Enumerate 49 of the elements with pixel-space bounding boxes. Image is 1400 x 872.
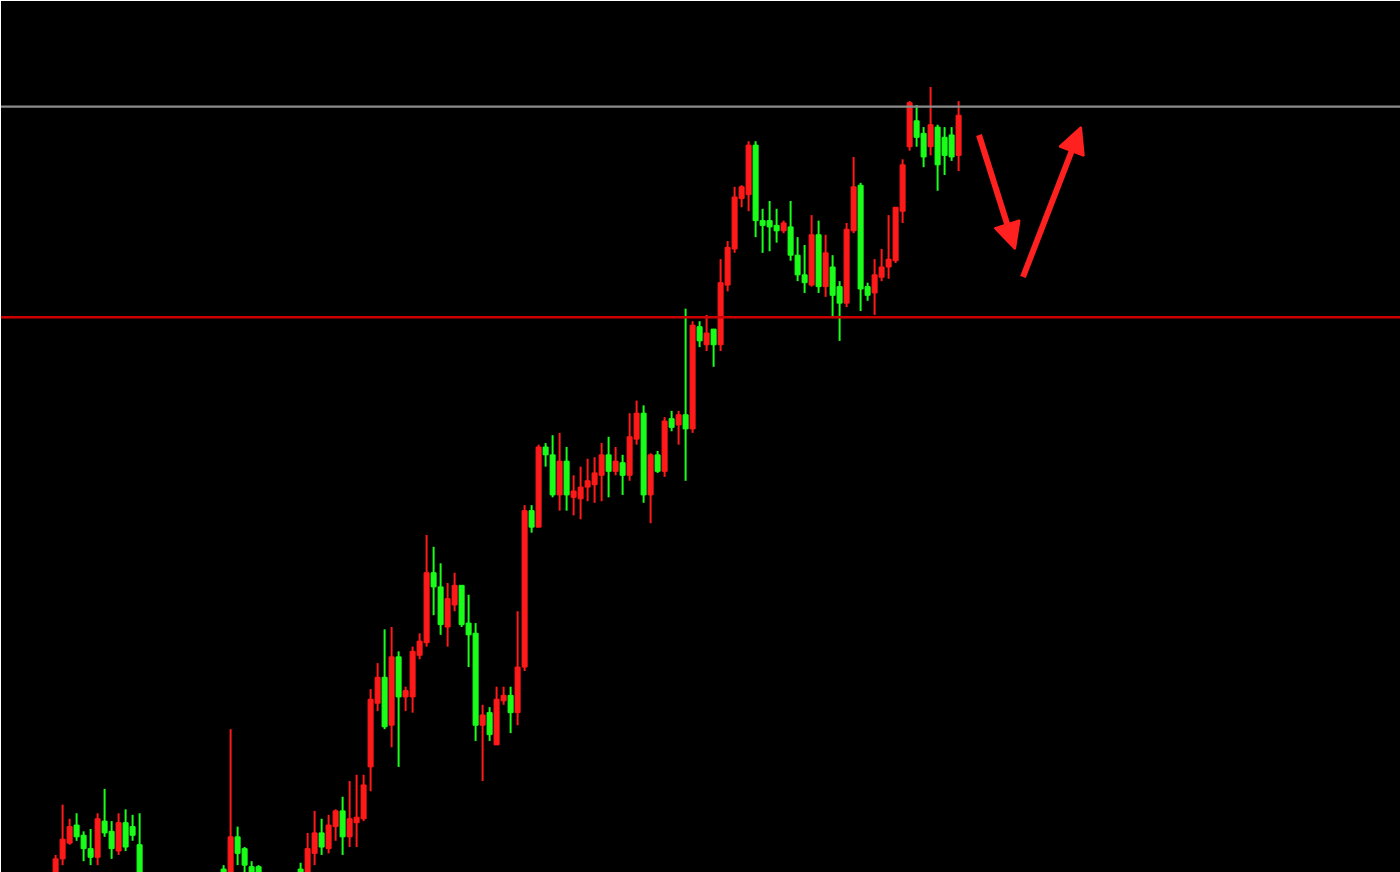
candlestick <box>647 452 654 525</box>
candlestick <box>885 214 892 280</box>
candlestick <box>87 827 94 867</box>
candlestick <box>619 453 626 496</box>
candlestick <box>318 817 325 856</box>
candlestick <box>906 100 913 152</box>
candlestick <box>941 126 948 177</box>
candlestick <box>556 431 563 512</box>
candlestick <box>563 445 570 512</box>
candlestick <box>395 650 402 768</box>
candlestick <box>325 813 332 855</box>
candlestick <box>934 123 941 192</box>
candlestick <box>339 795 346 856</box>
candlestick <box>612 445 619 477</box>
candlestick <box>605 435 612 499</box>
candlestick <box>822 233 829 298</box>
candlestick <box>311 809 318 867</box>
candlestick <box>115 812 122 856</box>
candlestick <box>570 474 577 517</box>
candlestick <box>801 243 808 294</box>
candlestick <box>577 465 584 521</box>
candlestick <box>486 706 493 742</box>
candlestick <box>94 812 101 867</box>
candlestick <box>507 685 514 735</box>
candlestick <box>682 307 689 482</box>
candlestick <box>696 320 703 349</box>
candlestick <box>444 581 451 648</box>
candlestick <box>136 812 143 872</box>
candlestick <box>122 808 129 852</box>
candlestick <box>773 207 780 244</box>
candlestick <box>234 825 241 867</box>
candlestick <box>675 409 682 446</box>
candlestick <box>346 780 353 849</box>
candlestick <box>479 703 486 783</box>
candlestick <box>668 409 675 433</box>
candlestick <box>955 100 962 173</box>
candlestick <box>493 685 500 746</box>
candlestick <box>353 773 360 849</box>
candlestick <box>598 442 605 503</box>
candlestick <box>528 504 535 534</box>
candlestick <box>710 328 717 368</box>
candlestick <box>654 449 661 474</box>
candlestick <box>129 813 136 842</box>
candlestick <box>59 803 66 867</box>
candlestick <box>766 199 773 253</box>
candlestick <box>549 434 556 499</box>
candlestick <box>227 728 234 872</box>
candlestick <box>703 313 710 353</box>
candlestick <box>927 86 934 157</box>
